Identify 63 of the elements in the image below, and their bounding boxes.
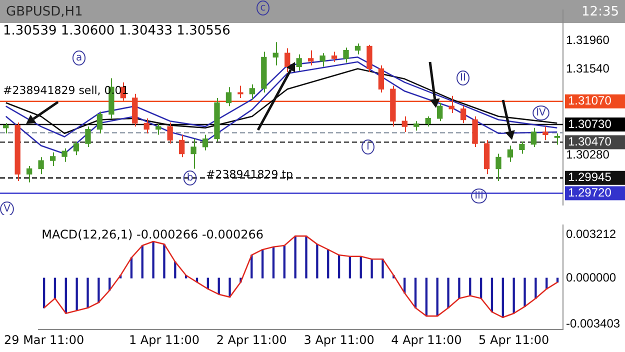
bar [524, 278, 526, 307]
x-tick-label: 5 Apr 11:00 [478, 332, 550, 347]
y-tick-label: 1.31960 [566, 33, 610, 48]
bar [436, 278, 438, 316]
bar [272, 246, 275, 278]
y-tick-label: 1.30280 [566, 147, 610, 162]
bar [534, 278, 537, 299]
x-tick-label: 1 Apr 11:00 [128, 332, 200, 347]
bar [458, 278, 460, 299]
y-tick-label: -0.003403 [566, 316, 620, 331]
chart-title: MACD(12,26,1) -0.000266 -0.000266 [42, 227, 264, 242]
bar [370, 258, 373, 278]
annotation: #238941829 tp [206, 168, 294, 181]
bar [294, 236, 296, 278]
bar [512, 278, 515, 314]
bar [382, 258, 384, 278]
bar [76, 278, 78, 311]
bar [447, 278, 450, 308]
x-tick-label: 3 Apr 11:00 [304, 332, 374, 347]
bar [98, 278, 100, 303]
candlestick [62, 148, 68, 162]
bar [141, 245, 144, 278]
bar [490, 278, 494, 312]
candlestick [167, 122, 173, 144]
ref-line-label: 1.31070 [568, 94, 612, 108]
chart-title: GBPUSD,H1 [6, 4, 83, 20]
bar [163, 244, 166, 278]
annotation: III [474, 190, 484, 202]
bar [261, 249, 264, 278]
ref-line-label: 1.29720 [568, 186, 612, 200]
bar [54, 278, 56, 299]
annotation: IV [536, 108, 546, 119]
ref-line-label: 1.29945 [568, 170, 612, 184]
x-tick-label: 29 Mar 11:00 [4, 332, 84, 347]
ref-line-label: 1.30730 [568, 116, 612, 131]
text: 1.30539 1.30600 1.30433 1.30556 [3, 23, 230, 38]
bar [42, 278, 46, 308]
annotation: II [460, 72, 466, 84]
candlestick [38, 156, 44, 175]
annotation: V [4, 204, 11, 215]
y-tick-label: 1.31540 [566, 62, 610, 76]
bar [86, 278, 89, 308]
y-tick-label: 0.000000 [566, 270, 616, 284]
bar [327, 249, 330, 278]
bar [502, 278, 504, 318]
y-tick-label: 0.003212 [566, 226, 616, 241]
x-tick-label: 2 Apr 11:00 [216, 332, 287, 347]
bar [316, 244, 318, 278]
bar [480, 278, 482, 299]
annotation: c [260, 2, 266, 14]
annotation: a [76, 52, 82, 64]
bar [152, 241, 154, 278]
annotation: I [366, 142, 370, 153]
annotation: b [186, 172, 194, 184]
text: 12:35 [582, 4, 619, 20]
bar [228, 278, 231, 298]
bar [556, 278, 559, 282]
bar [283, 245, 286, 278]
bar [305, 236, 308, 278]
x-tick-label: 4 Apr 11:00 [391, 332, 462, 347]
ref-line-label: 1.30470 [568, 134, 612, 149]
candlestick [343, 47, 349, 64]
bar [425, 278, 428, 316]
